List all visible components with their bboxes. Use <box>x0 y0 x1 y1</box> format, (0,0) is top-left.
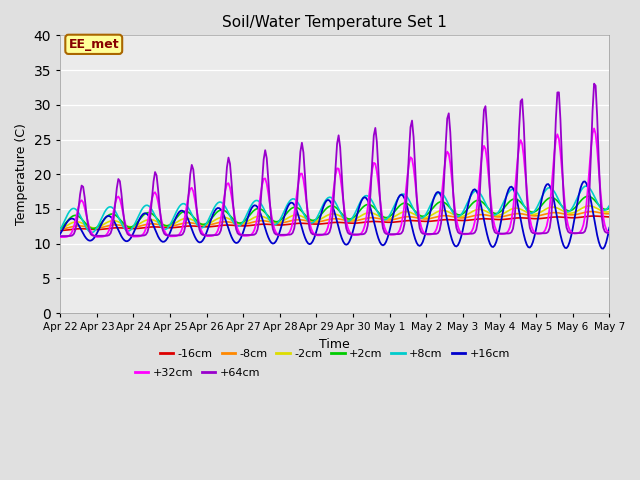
Legend: +32cm, +64cm: +32cm, +64cm <box>131 364 265 383</box>
Title: Soil/Water Temperature Set 1: Soil/Water Temperature Set 1 <box>222 15 447 30</box>
Text: EE_met: EE_met <box>68 38 119 51</box>
Y-axis label: Temperature (C): Temperature (C) <box>15 123 28 225</box>
X-axis label: Time: Time <box>319 338 350 351</box>
